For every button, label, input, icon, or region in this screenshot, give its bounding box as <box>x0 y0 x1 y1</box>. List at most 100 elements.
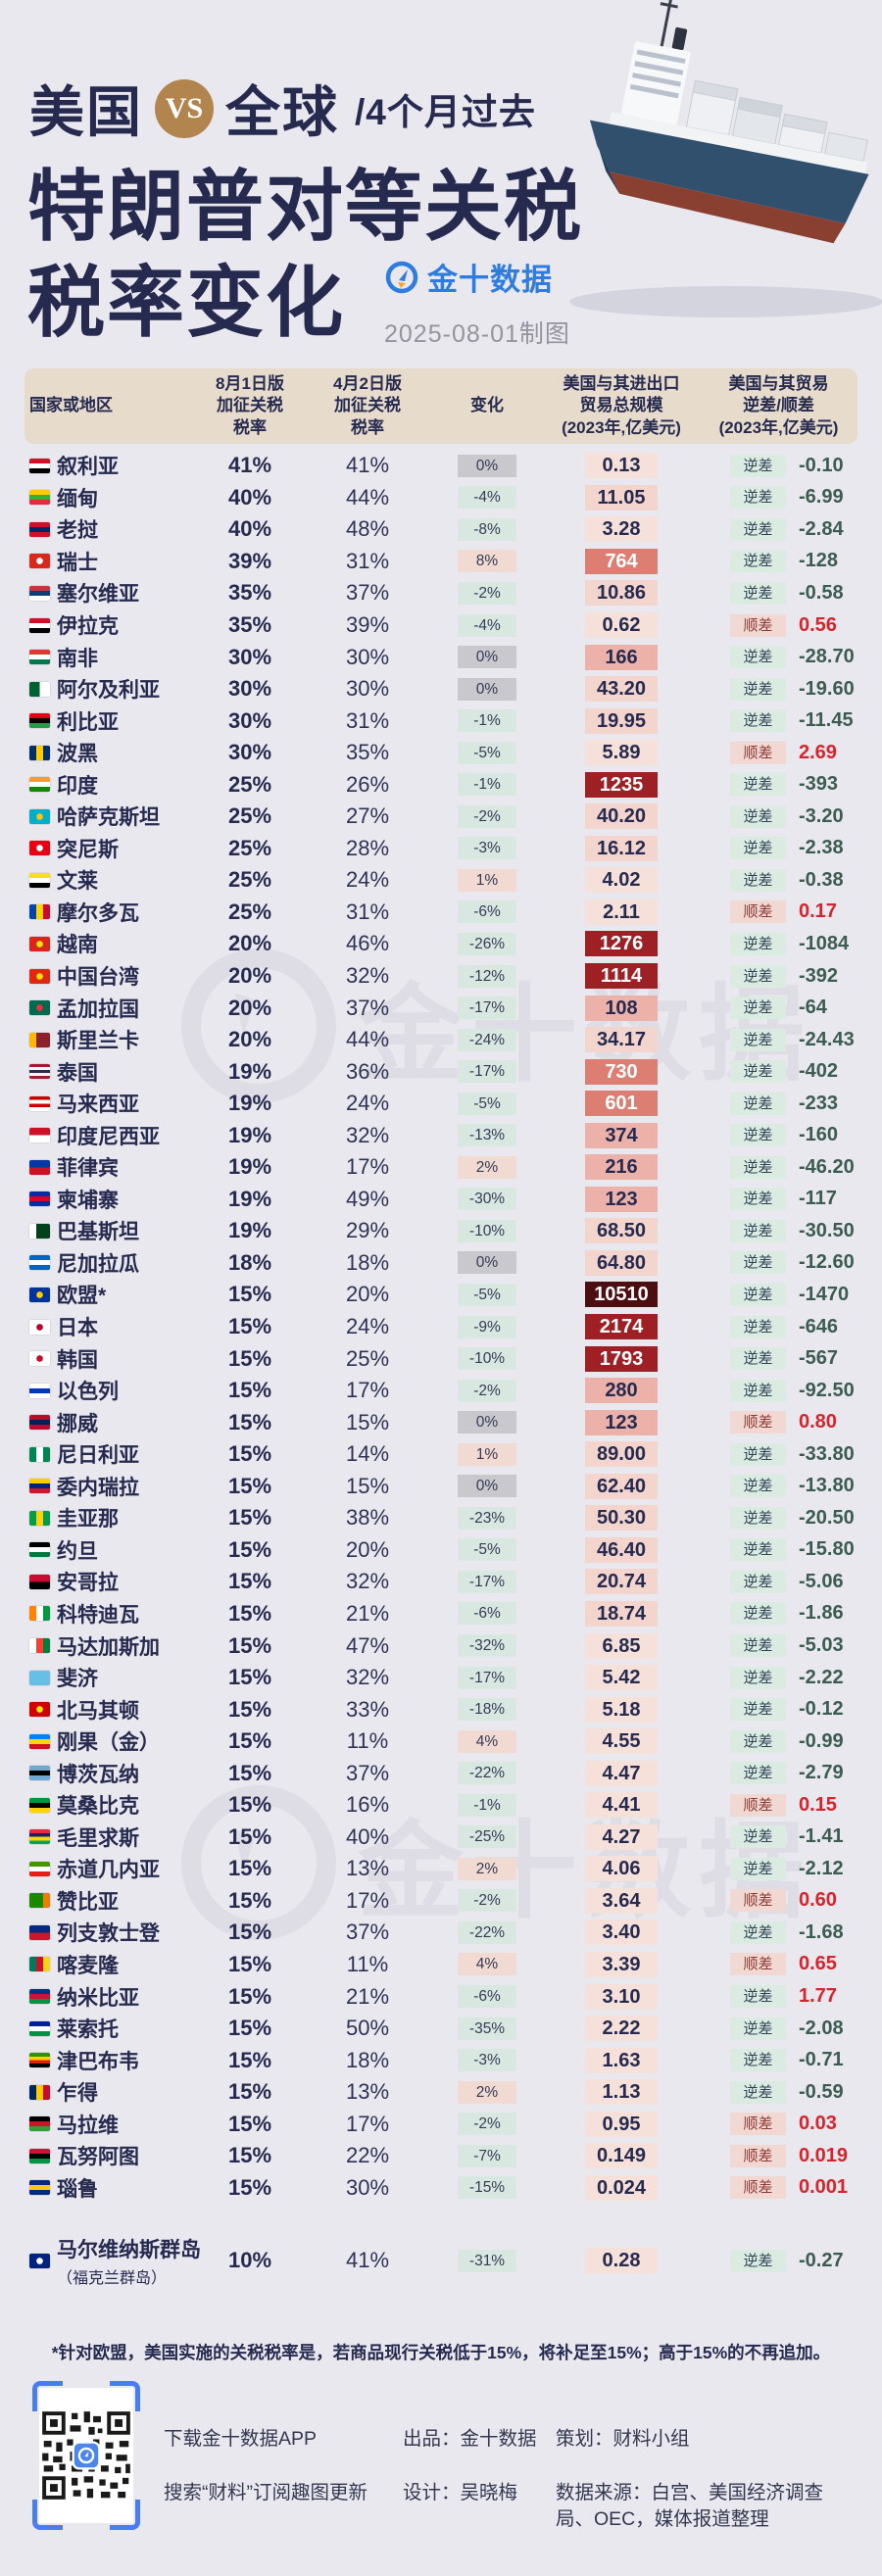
rate-aug1-cell: 15% <box>227 1920 272 1945</box>
rate-aug1-cell: 25% <box>227 835 272 860</box>
balance-badge: 逆差 <box>730 486 786 510</box>
brand-name: 金十数据 <box>427 263 553 297</box>
table-row: 斐济 15% 32% -17% 5.42 逆差 -2.22 <box>0 1662 882 1694</box>
trade-volume-cell: 280 <box>585 1378 658 1404</box>
balance-value: -160 <box>799 1124 839 1146</box>
country-flag-icon <box>29 2116 50 2132</box>
table-row: 中国台湾 20% 32% -12% 1114 逆差 -392 <box>0 960 882 993</box>
balance-badge: 逆差 <box>730 996 786 1020</box>
balance-value: -13.80 <box>799 1475 855 1497</box>
country-name: 科特迪瓦 <box>57 1603 139 1627</box>
rate-apr2-cell: 36% <box>345 1058 390 1084</box>
balance-badge: 逆差 <box>730 1920 786 1944</box>
change-cell: 8% <box>458 550 516 573</box>
rate-aug1-cell: 15% <box>227 1760 272 1785</box>
rate-apr2-cell: 25% <box>345 1345 390 1371</box>
trade-volume-cell: 40.20 <box>585 803 658 830</box>
qr-code <box>32 2381 140 2530</box>
rate-apr2-cell: 44% <box>345 484 390 510</box>
table-row: 尼加拉瓜 18% 18% 0% 64.80 逆差 -12.60 <box>0 1247 882 1280</box>
country-flag-icon <box>29 1861 50 1876</box>
country-flag-icon <box>29 1702 50 1718</box>
balance-value: 1.77 <box>799 1985 837 2008</box>
balance-badge: 逆差 <box>730 1379 786 1402</box>
table-row: 瓦努阿图 15% 22% -7% 0.149 顺差 0.019 <box>0 2140 882 2172</box>
balance-badge: 逆差 <box>730 709 786 733</box>
table-row: 老挝 40% 48% -8% 3.28 逆差 -2.84 <box>0 513 882 546</box>
country-name: 韩国 <box>57 1348 98 1372</box>
country-flag-icon <box>29 1989 50 2005</box>
change-cell: 4% <box>458 1953 516 1976</box>
change-cell: 0% <box>458 1411 516 1434</box>
balance-badge: 逆差 <box>730 773 786 797</box>
table-row: 毛里求斯 15% 40% -25% 4.27 逆差 -1.41 <box>0 1822 882 1854</box>
table-row: 日本 15% 24% -9% 2174 逆差 -646 <box>0 1311 882 1343</box>
country-name: 乍得 <box>57 2082 98 2106</box>
balance-badge: 顺差 <box>730 1793 786 1817</box>
balance-badge: 逆差 <box>730 1762 786 1785</box>
balance-badge: 逆差 <box>730 1602 786 1626</box>
trade-volume-cell: 166 <box>585 644 658 670</box>
country-flag-icon <box>29 1255 50 1271</box>
rate-apr2-cell: 41% <box>345 2248 390 2272</box>
trade-volume-cell: 46.40 <box>585 1536 658 1563</box>
table-row: 莫桑比克 15% 16% -1% 4.41 顺差 0.15 <box>0 1789 882 1822</box>
balance-badge: 逆差 <box>730 1092 786 1115</box>
table-row: 赤道几内亚 15% 13% 2% 4.06 逆差 -2.12 <box>0 1853 882 1885</box>
country-name: 阿尔及利亚 <box>57 679 160 703</box>
country-flag-icon <box>29 872 50 888</box>
table-row: 泰国 19% 36% -17% 730 逆差 -402 <box>0 1055 882 1088</box>
country-name: 刚果（金） <box>57 1731 160 1755</box>
rate-apr2-cell: 28% <box>345 835 390 860</box>
table-row: 印度 25% 26% -1% 1235 逆差 -393 <box>0 768 882 801</box>
country-name: 印度 <box>57 774 98 798</box>
balance-badge: 逆差 <box>730 454 786 477</box>
change-cell: -10% <box>458 1347 516 1371</box>
country-name: 印度尼西亚 <box>57 1125 160 1148</box>
rate-aug1-cell: 15% <box>227 1536 272 1562</box>
table-row: 柬埔寨 19% 49% -30% 123 逆差 -117 <box>0 1184 882 1216</box>
balance-badge: 逆差 <box>730 1060 786 1084</box>
trade-volume-cell: 0.62 <box>585 612 658 638</box>
trade-volume-cell: 0.95 <box>585 2111 658 2137</box>
balance-badge: 逆差 <box>730 932 786 955</box>
balance-badge: 逆差 <box>730 804 786 828</box>
country-name: 巴基斯坦 <box>57 1221 139 1244</box>
balance-badge: 逆差 <box>730 2249 786 2272</box>
balance-badge: 逆差 <box>730 1729 786 1753</box>
trade-volume-cell: 10510 <box>585 1282 658 1308</box>
country-name: 日本 <box>57 1317 98 1340</box>
balance-value: 0.15 <box>799 1793 837 1816</box>
country-name: 瓦努阿图 <box>57 2146 139 2169</box>
balance-value: -0.59 <box>799 2080 844 2103</box>
change-cell: -5% <box>458 1283 516 1306</box>
country-name: 尼日利亚 <box>57 1444 139 1468</box>
country-flag-icon <box>29 2053 50 2068</box>
balance-badge: 逆差 <box>730 517 786 541</box>
balance-value: -5.06 <box>799 1570 844 1592</box>
country-name: 赞比亚 <box>57 1890 119 1914</box>
balance-value: -0.12 <box>799 1698 844 1721</box>
balance-value: -117 <box>799 1188 837 1210</box>
balance-badge: 逆差 <box>730 1155 786 1179</box>
trade-volume-cell: 62.40 <box>585 1473 658 1499</box>
balance-badge: 逆差 <box>730 1570 786 1593</box>
country-flag-icon <box>29 1095 50 1111</box>
trade-volume-cell: 11.05 <box>585 484 658 510</box>
country-name: 约旦 <box>57 1539 98 1563</box>
balance-badge: 逆差 <box>730 1698 786 1722</box>
table-row: 韩国 15% 25% -10% 1793 逆差 -567 <box>0 1342 882 1375</box>
country-flag-icon <box>29 1000 50 1016</box>
balance-value: -2.22 <box>799 1666 844 1688</box>
change-cell: -22% <box>458 1762 516 1785</box>
column-header-5: 美国与其贸易 逆差/顺差 (2023年,亿美元) <box>718 374 839 437</box>
balance-value: 0.17 <box>799 900 837 923</box>
rate-apr2-cell: 24% <box>345 1091 390 1116</box>
balance-value: -28.70 <box>799 646 855 668</box>
trade-volume-cell: 5.18 <box>585 1696 658 1723</box>
change-cell: 4% <box>458 1729 516 1753</box>
balance-badge: 顺差 <box>730 2113 786 2136</box>
rate-apr2-cell: 24% <box>345 867 390 893</box>
qr-frame-corner <box>110 2381 140 2411</box>
balance-badge: 逆差 <box>730 1857 786 1880</box>
